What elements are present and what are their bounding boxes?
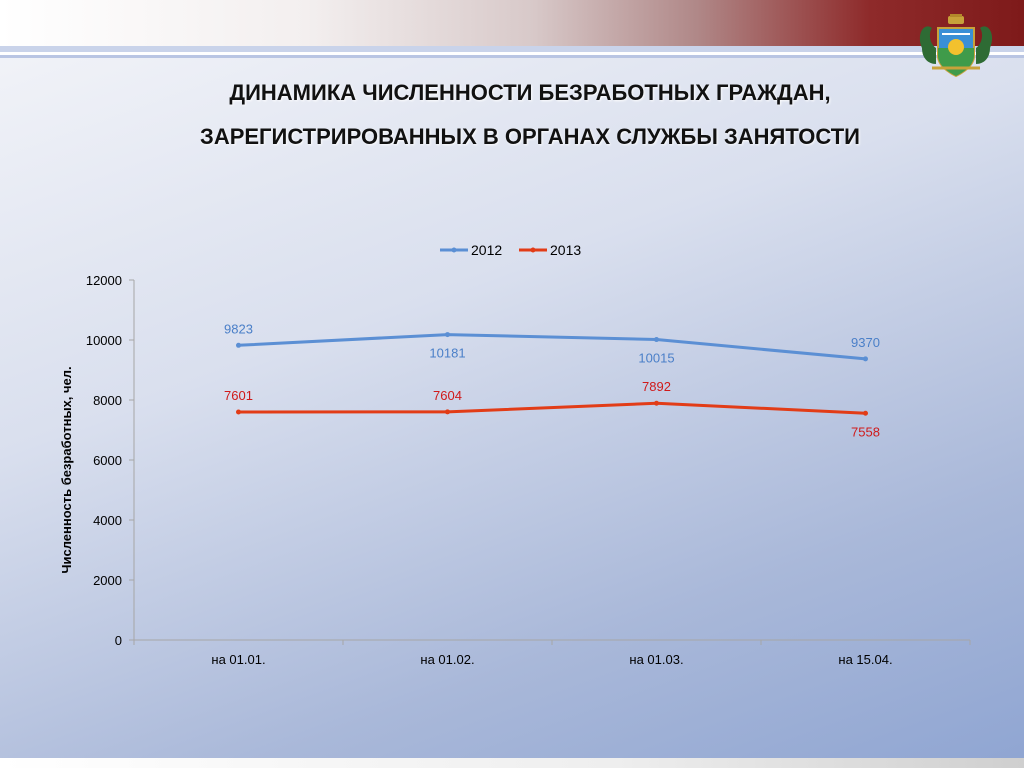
header-stripe <box>0 55 1024 58</box>
slide-title-line-1: ДИНАМИКА ЧИСЛЕННОСТИ БЕЗРАБОТНЫХ ГРАЖДАН… <box>229 80 831 105</box>
x-tick-label: на 01.03. <box>629 652 683 667</box>
x-tick-label: на 01.01. <box>211 652 265 667</box>
series-line-2013 <box>238 401 866 415</box>
footer-stripe <box>0 758 1024 768</box>
header-stripe <box>0 52 1024 55</box>
coat-of-arms-icon <box>919 14 993 78</box>
data-point-2013 <box>863 410 868 416</box>
slide-title-line-2: ЗАРЕГИСТРИРОВАННЫХ В ОРГАНАХ СЛУЖБЫ ЗАНЯ… <box>200 124 860 149</box>
data-point-2013 <box>445 409 450 415</box>
x-tick-label: на 15.04. <box>838 652 892 667</box>
data-label-2013: 7601 <box>224 388 253 403</box>
data-point-2012 <box>445 332 450 338</box>
legend-marker-2013 <box>530 247 536 253</box>
data-label-2012: 10181 <box>429 346 465 361</box>
y-tick-label: 0 <box>115 633 122 648</box>
data-point-2012 <box>236 342 241 348</box>
data-label-2013: 7892 <box>642 379 671 394</box>
series-line-2012 <box>238 333 866 361</box>
data-label-2012: 9370 <box>851 335 880 350</box>
data-point-2012 <box>863 356 868 362</box>
data-label-2012: 9823 <box>224 321 253 336</box>
x-tick-label: на 01.02. <box>420 652 474 667</box>
data-label-2012: 10015 <box>638 351 674 366</box>
y-tick-label: 12000 <box>86 273 122 288</box>
data-label-2013: 7558 <box>851 424 880 439</box>
data-point-2012 <box>654 337 659 343</box>
legend-label-2013: 2013 <box>550 242 581 258</box>
data-point-2013 <box>236 409 241 415</box>
y-tick-label: 4000 <box>93 513 122 528</box>
y-tick-label: 8000 <box>93 393 122 408</box>
header-stripe <box>0 46 1024 52</box>
legend-marker-2012 <box>451 247 457 253</box>
header-band <box>0 0 1024 46</box>
y-tick-label: 2000 <box>93 573 122 588</box>
data-label-2013: 7604 <box>433 388 462 403</box>
y-axis-title: Численность безработных, чел. <box>59 366 74 573</box>
legend-label-2012: 2012 <box>471 242 502 258</box>
y-tick-label: 10000 <box>86 333 122 348</box>
y-tick-label: 6000 <box>93 453 122 468</box>
data-point-2013 <box>654 400 659 406</box>
